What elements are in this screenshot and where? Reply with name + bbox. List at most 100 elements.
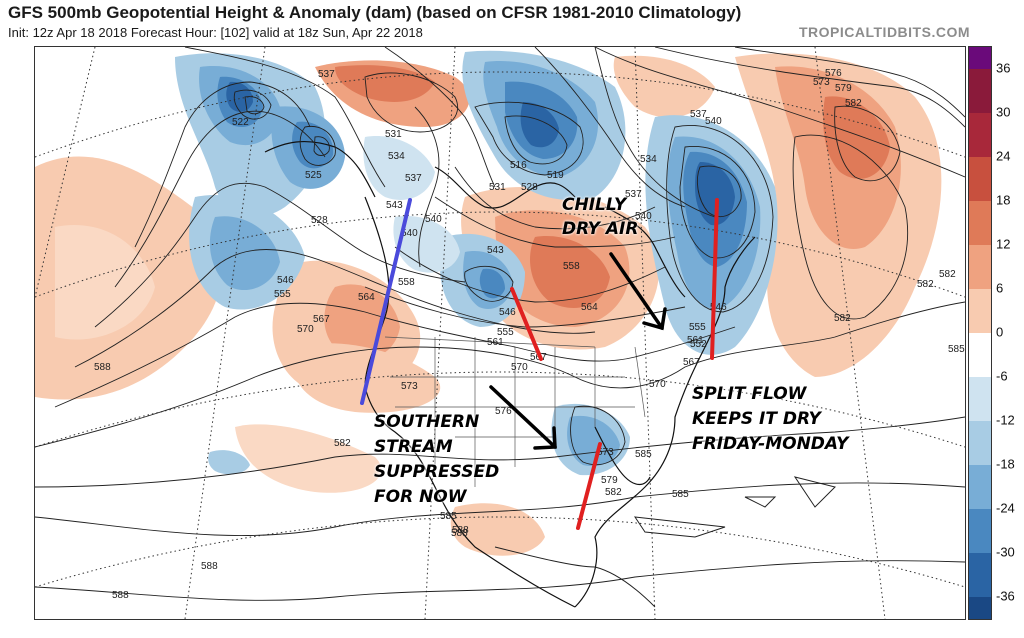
height-label: 540 <box>635 211 652 222</box>
colorbar-tick: -18 <box>996 456 1015 472</box>
height-label: 564 <box>581 302 598 313</box>
annotation-split-flow: SPLIT FLOW KEEPS IT DRY FRIDAY-MONDAY <box>692 382 848 457</box>
height-label: 582 <box>834 313 851 324</box>
annotation-southern-stream: SOUTHERN STREAM SUPPRESSED FOR NOW <box>374 410 499 510</box>
blue-ridge-line <box>360 198 412 405</box>
colorbar-tick: 24 <box>996 148 1011 164</box>
height-label: 582 <box>845 98 862 109</box>
height-label: 540 <box>425 214 442 225</box>
colorbar-segment <box>969 245 991 289</box>
arrow-head <box>642 307 667 331</box>
height-label: 519 <box>547 170 564 181</box>
height-label: 582 <box>917 279 934 290</box>
annotation-line: SOUTHERN <box>374 412 480 432</box>
height-label: 570 <box>511 362 528 373</box>
colorbar-tick: -24 <box>996 500 1015 516</box>
height-label: 585 <box>948 344 965 355</box>
mexico-islands <box>494 476 836 608</box>
height-label: 582 <box>334 438 351 449</box>
colorbar-segment <box>969 69 991 113</box>
arrow-shaft <box>609 252 664 330</box>
height-label: 588 <box>112 590 129 601</box>
colorbar-tick: -12 <box>996 412 1015 428</box>
height-label: 534 <box>388 151 405 162</box>
graticule <box>35 47 965 619</box>
colorbar-tick: 12 <box>996 236 1011 252</box>
height-label: 561 <box>487 337 504 348</box>
colorbar-segment <box>969 377 991 421</box>
arrow-head <box>533 426 557 450</box>
height-label: 555 <box>274 289 291 300</box>
height-label: 528 <box>521 182 538 193</box>
height-label: 528 <box>311 215 328 226</box>
height-label: 540 <box>401 228 418 239</box>
anomaly-colorbar <box>968 46 992 620</box>
height-label: 585 <box>440 511 457 522</box>
height-label: 582 <box>605 487 622 498</box>
height-label: 543 <box>487 245 504 256</box>
height-label: 588 <box>201 561 218 572</box>
colorbar-tick: -6 <box>996 368 1008 384</box>
arrow-shaft <box>489 385 557 449</box>
red-trough-line <box>710 198 719 360</box>
colorbar-segment <box>969 157 991 201</box>
map-title: GFS 500mb Geopotential Height & Anomaly … <box>8 3 742 22</box>
colorbar-segment <box>969 597 991 619</box>
annotation-line: STREAM <box>374 437 453 457</box>
height-label: 570 <box>649 379 666 390</box>
height-label: 570 <box>297 324 314 335</box>
height-label: 516 <box>510 160 527 171</box>
colorbar-segment <box>969 553 991 597</box>
map-subtitle: Init: 12z Apr 18 2018 Forecast Hour: [10… <box>8 25 423 40</box>
height-label: 573 <box>401 381 418 392</box>
colorbar-tick: 6 <box>996 280 1004 296</box>
height-label: 567 <box>683 357 700 368</box>
height-labels: 537 522 531 534 525 528 537 543 540 540 … <box>94 68 965 601</box>
colorbar-segment <box>969 333 991 377</box>
height-label: 588 <box>451 528 468 539</box>
trough-lines <box>360 198 719 530</box>
annotation-line: FOR NOW <box>374 487 467 507</box>
colorbar-segment <box>969 201 991 245</box>
height-label: 540 <box>705 116 722 127</box>
height-label: 567 <box>313 314 330 325</box>
height-label: 552 <box>690 339 707 350</box>
red-trough-line <box>576 442 602 530</box>
height-label: 579 <box>601 475 618 486</box>
height-label: 576 <box>495 406 512 417</box>
annotation-line: DRY AIR <box>562 219 639 239</box>
height-label: 585 <box>672 489 689 500</box>
annotation-line: CHILLY <box>562 195 627 215</box>
height-label: 534 <box>640 154 657 165</box>
height-label: 537 <box>405 173 422 184</box>
colorbar-segment <box>969 289 991 333</box>
height-label: 588 <box>452 525 469 536</box>
colorbar-tick: 36 <box>996 60 1011 76</box>
height-contours <box>35 47 965 601</box>
colorbar-tick: 18 <box>996 192 1011 208</box>
brand-watermark: TROPICALTIDBITS.COM <box>798 24 970 40</box>
annotation-line: SPLIT FLOW <box>692 384 807 404</box>
height-label: 555 <box>689 322 706 333</box>
height-label: 537 <box>318 69 335 80</box>
forecast-map: 537 522 531 534 525 528 537 543 540 540 … <box>34 46 966 620</box>
height-label: 531 <box>489 182 506 193</box>
coastlines <box>264 141 756 608</box>
colorbar-segment <box>969 465 991 509</box>
colorbar-tick: 30 <box>996 104 1011 120</box>
height-label: 546 <box>499 307 516 318</box>
annotation-line: SUPPRESSED <box>374 462 500 482</box>
height-label: 537 <box>625 189 642 200</box>
map-canvas: 537 522 531 534 525 528 537 543 540 540 … <box>35 47 965 619</box>
height-label: 537 <box>690 109 707 120</box>
height-label: 546 <box>710 302 727 313</box>
annotation-line: KEEPS IT DRY <box>692 409 821 429</box>
height-label: 558 <box>563 261 580 272</box>
height-label: 543 <box>386 200 403 211</box>
height-label: 573 <box>813 77 830 88</box>
height-label: 576 <box>825 68 842 79</box>
height-label: 531 <box>385 129 402 140</box>
height-label: 525 <box>305 170 322 181</box>
annotation-line: FRIDAY-MONDAY <box>692 434 849 454</box>
height-label: 546 <box>277 275 294 286</box>
